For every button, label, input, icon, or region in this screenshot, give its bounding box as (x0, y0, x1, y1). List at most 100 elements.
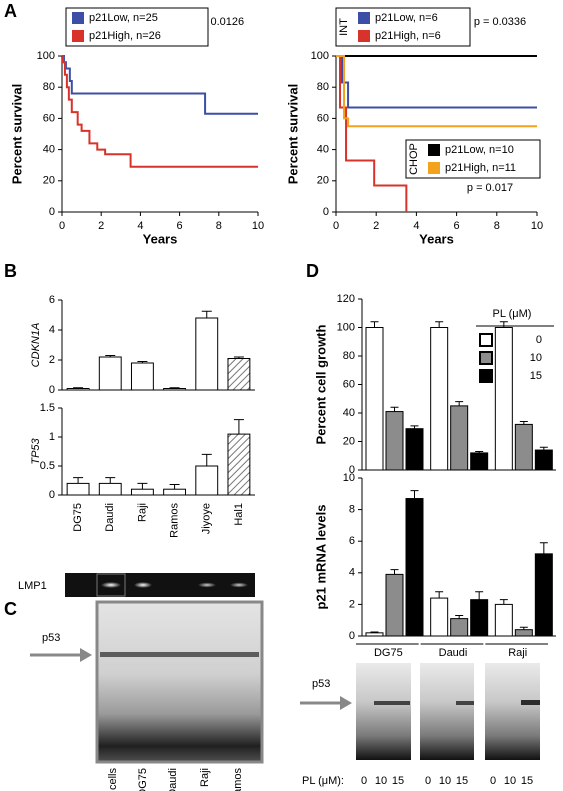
y-tick-label: 40 (343, 407, 355, 419)
y-tick-label: 120 (337, 293, 355, 305)
bar (227, 433, 251, 496)
lane-label: Daudi (167, 768, 179, 791)
error-bar (201, 310, 212, 318)
lane-label: Raji (199, 768, 211, 787)
legend-label: p21Low, n=25 (89, 12, 158, 24)
gel-image (356, 663, 411, 760)
error-bar (539, 542, 548, 554)
y-tick-label: 80 (317, 81, 329, 93)
gel-band (230, 582, 248, 588)
lane-label: 10 (504, 775, 516, 787)
panel-label: B (4, 261, 17, 281)
error-bar (519, 626, 528, 630)
legend-swatch (428, 162, 440, 174)
y-tick-label: 0 (49, 206, 55, 218)
y-tick-label: 0 (349, 630, 355, 642)
category-label: Ramos (168, 503, 180, 538)
error-bar (233, 419, 244, 435)
bar (195, 465, 219, 496)
y-tick-label: 0 (349, 464, 355, 476)
bar (534, 449, 553, 471)
gel-band (101, 582, 121, 588)
category-label: Daudi (439, 647, 468, 659)
error-bar (475, 450, 484, 453)
bar (365, 632, 384, 637)
survival-curve (62, 55, 258, 115)
annotation: p = 0.017 (467, 182, 513, 194)
bar (385, 573, 404, 637)
bar (98, 482, 122, 496)
lane-label: DG75 (137, 768, 149, 791)
survival-curve (61, 55, 258, 168)
gel-image (95, 600, 264, 764)
bar (227, 358, 251, 391)
bar (470, 599, 489, 637)
bar (405, 428, 424, 471)
error-bar (499, 321, 508, 328)
legend-box (65, 7, 209, 47)
lane-label: 15 (521, 775, 533, 787)
bar (534, 553, 553, 637)
lane-label: 10 (375, 775, 387, 787)
gel-marker: p53 (312, 678, 330, 690)
lane-label: 15 (456, 775, 468, 787)
bar (130, 488, 154, 496)
bar (514, 423, 533, 471)
arrow-head (340, 696, 352, 710)
y-axis-label: Percent survival (9, 84, 24, 184)
error-bar (169, 484, 180, 490)
error-bar (539, 446, 548, 451)
bar (430, 597, 449, 637)
error-bar (105, 355, 116, 357)
y-tick-label: 40 (317, 144, 329, 156)
x-tick-label: 6 (454, 220, 460, 232)
arrow-head (80, 648, 92, 662)
bar (514, 629, 533, 637)
error-bar (169, 387, 180, 389)
error-bar (233, 356, 244, 359)
y-tick-label: 40 (43, 144, 55, 156)
y-tick-label: 100 (311, 50, 329, 62)
y-tick-label: 1.5 (40, 402, 55, 414)
legend-label: 0 (536, 334, 542, 346)
bar (450, 618, 469, 637)
error-bar (73, 387, 84, 389)
error-bar (201, 453, 212, 466)
panel-label: A (4, 1, 17, 21)
category-label: Hal1 (233, 503, 245, 526)
panel-label: C (4, 599, 17, 619)
gel-band (134, 582, 152, 588)
gel-label: LMP1 (18, 580, 47, 592)
error-bar (435, 591, 444, 599)
survival-curve (336, 55, 537, 109)
error-bar (137, 482, 148, 490)
y-tick-label: 10 (343, 472, 355, 484)
x-tick-label: 10 (252, 220, 264, 232)
legend-swatch (479, 333, 493, 347)
bar (98, 356, 122, 391)
y-tick-label: 4 (349, 567, 355, 579)
error-bar (499, 599, 508, 605)
y-tick-label: 8 (349, 504, 355, 516)
category-label: Raji (508, 647, 527, 659)
gel-band (456, 701, 474, 705)
bar (385, 411, 404, 471)
x-tick-label: 4 (413, 220, 419, 232)
y-tick-label: 0 (323, 206, 329, 218)
gel-band (521, 700, 540, 705)
y-tick-label: 60 (343, 378, 355, 390)
error-bar (137, 361, 148, 363)
error-bar (390, 406, 399, 412)
legend-label: p21High, n=11 (445, 162, 516, 174)
category-label: DG75 (72, 503, 84, 532)
legend-swatch (72, 12, 84, 24)
y-tick-label: 80 (43, 81, 55, 93)
y-tick-label: 4 (49, 324, 55, 336)
legend-label: 15 (530, 370, 542, 382)
error-bar (105, 477, 116, 484)
bar (470, 452, 489, 471)
lane-label: 0 (361, 775, 367, 787)
legend-label: p21High, n=6 (375, 30, 441, 42)
